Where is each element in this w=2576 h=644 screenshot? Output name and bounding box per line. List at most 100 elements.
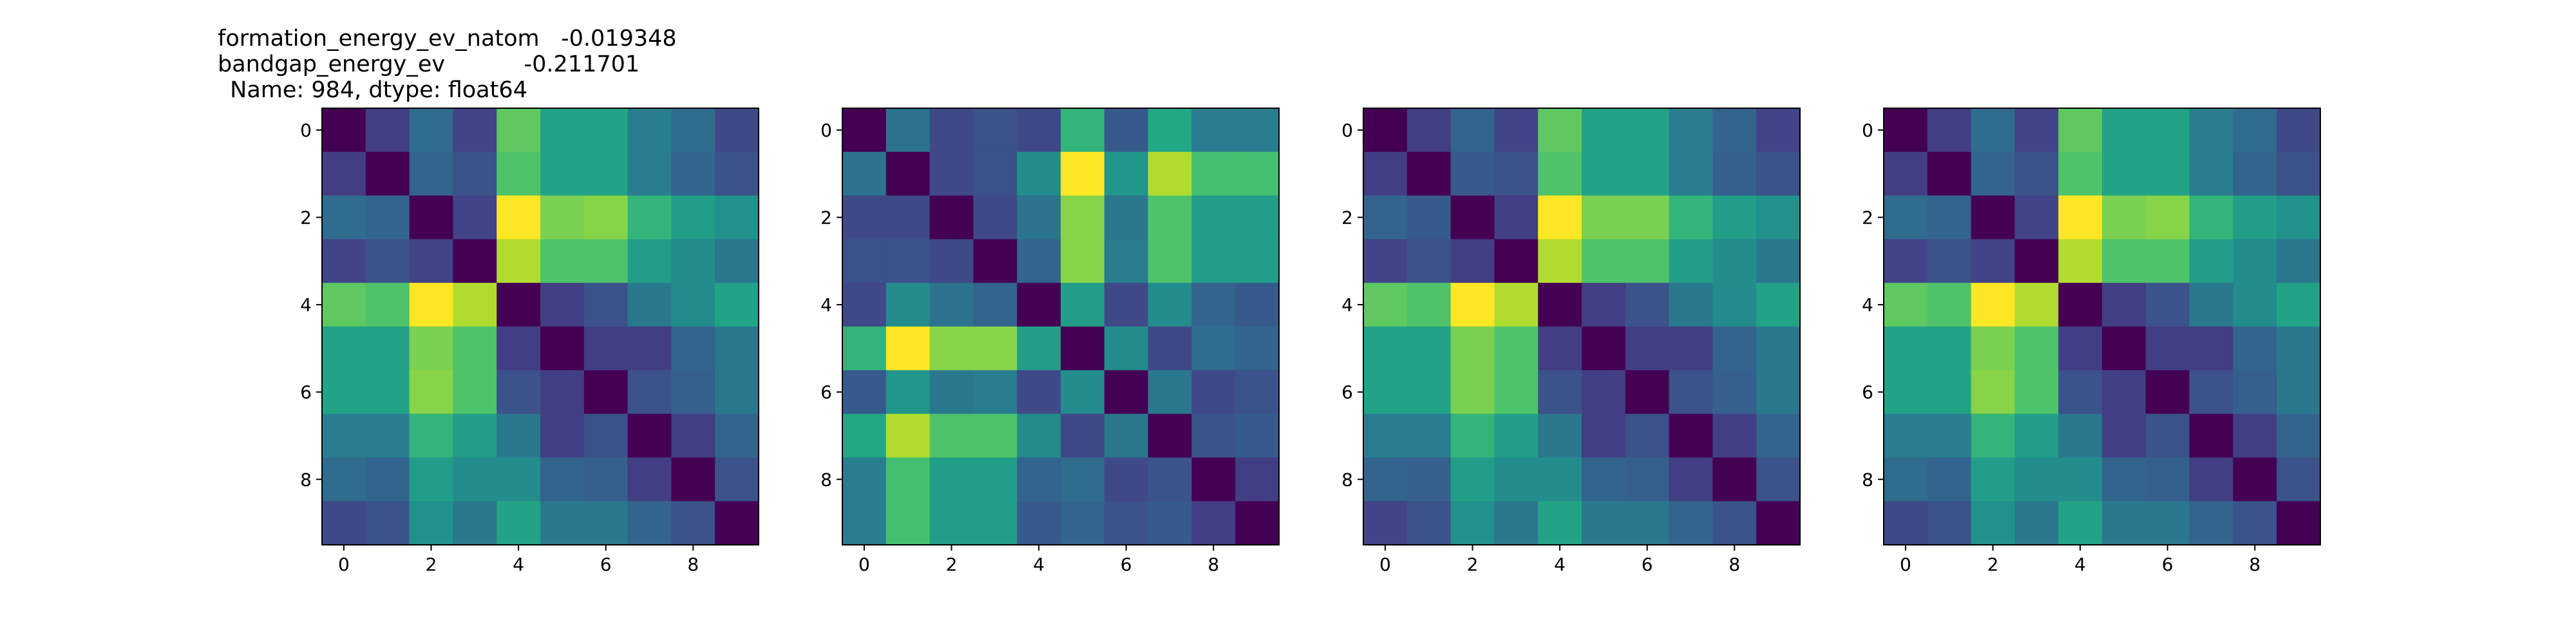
heatmap-cell bbox=[1017, 151, 1061, 196]
heatmap-cell bbox=[2014, 108, 2059, 153]
heatmap-cell bbox=[2014, 457, 2059, 502]
heatmap-cell bbox=[842, 370, 887, 415]
heatmap-cell bbox=[540, 151, 585, 196]
heatmap-cell bbox=[2145, 108, 2190, 153]
x-tick-label: 6 bbox=[1121, 554, 1132, 575]
heatmap-cell bbox=[1148, 239, 1192, 283]
heatmap-panel-4: 0 2 4 6 8 0 2 4 6 8 bbox=[1862, 108, 2321, 575]
heatmap-cell bbox=[540, 239, 585, 283]
heatmap-cell bbox=[1061, 501, 1105, 545]
heatmap-cell bbox=[1104, 239, 1149, 283]
heatmap-cell bbox=[1494, 413, 1539, 458]
heatmap-cell bbox=[1450, 370, 1495, 415]
heatmap-panel-2: 0 2 4 6 8 0 2 4 6 8 bbox=[820, 108, 1280, 575]
heatmap-cell bbox=[1538, 370, 1582, 415]
heatmap-cell bbox=[409, 501, 453, 545]
heatmap-cell bbox=[715, 370, 759, 415]
axes-frame bbox=[842, 108, 1280, 545]
heatmap-cell bbox=[1148, 501, 1192, 545]
heatmap-cell bbox=[1363, 370, 1408, 415]
heatmap-cell bbox=[2058, 239, 2103, 283]
heatmap-cell bbox=[1669, 151, 1713, 196]
heatmap-cell bbox=[1363, 283, 1408, 327]
heatmap-cell bbox=[322, 501, 366, 545]
heatmap-cell bbox=[715, 501, 759, 545]
heatmap-cell bbox=[1363, 457, 1408, 502]
heatmap-cell bbox=[1625, 108, 1670, 153]
heatmap-cell bbox=[1235, 239, 1280, 283]
heatmap-cell bbox=[1971, 195, 2015, 240]
heatmap-cell bbox=[886, 239, 931, 283]
heatmap-cell bbox=[1971, 327, 2015, 371]
heatmap-cell bbox=[1363, 151, 1408, 196]
heatmap-cell bbox=[453, 327, 497, 371]
heatmap-cell bbox=[1538, 457, 1582, 502]
heatmap-cell bbox=[1406, 501, 1452, 545]
heatmap-cell bbox=[365, 370, 410, 415]
heatmap-cell bbox=[2145, 457, 2190, 502]
heatmap-cell bbox=[2145, 327, 2190, 371]
heatmap-cell bbox=[842, 151, 887, 196]
heatmap-cell bbox=[1191, 413, 1236, 458]
heatmap-cell bbox=[2058, 195, 2103, 240]
y-tick-label: 0 bbox=[300, 120, 312, 141]
heatmap-cell bbox=[2277, 151, 2321, 196]
heatmap-cell bbox=[1756, 501, 1801, 545]
heatmap-cell bbox=[1582, 283, 1626, 327]
heatmap-cell bbox=[1756, 151, 1801, 196]
heatmap-cell bbox=[842, 108, 887, 153]
heatmap-cell bbox=[1191, 370, 1236, 415]
heatmap-cell bbox=[2233, 151, 2277, 196]
heatmap-cell bbox=[1538, 195, 1582, 240]
heatmap-cell bbox=[1235, 195, 1280, 240]
heatmap-cell bbox=[322, 195, 366, 240]
x-tick-label: 6 bbox=[2162, 554, 2174, 575]
heatmap-cell bbox=[1538, 239, 1582, 283]
heatmap-cell bbox=[842, 283, 887, 327]
heatmap-cell bbox=[1625, 327, 1670, 371]
heatmap-cell bbox=[1884, 108, 1928, 153]
y-tick-label: 6 bbox=[300, 382, 312, 403]
heatmap-cell bbox=[886, 327, 931, 371]
y-tick-label: 6 bbox=[1862, 382, 1873, 403]
heatmap-cell bbox=[1494, 283, 1539, 327]
heatmap-cell bbox=[973, 413, 1018, 458]
heatmap-cell bbox=[1927, 327, 1972, 371]
heatmap-cell bbox=[1148, 413, 1192, 458]
heatmap-cell bbox=[2102, 370, 2146, 415]
heatmap-cell bbox=[1017, 108, 1061, 153]
heatmap-cell bbox=[1450, 457, 1495, 502]
heatmap-cell bbox=[1363, 327, 1408, 371]
heatmap-cell bbox=[627, 457, 672, 502]
heatmap-cell bbox=[1148, 457, 1192, 502]
heatmap-cell bbox=[453, 239, 497, 283]
heatmap-cell bbox=[365, 327, 410, 371]
heatmap-cell bbox=[715, 327, 759, 371]
heatmap-cell bbox=[497, 151, 541, 196]
heatmap-cell bbox=[2189, 370, 2233, 415]
heatmap-cell bbox=[973, 501, 1018, 545]
heatmap-cell bbox=[1061, 151, 1105, 196]
heatmap-cell bbox=[540, 501, 585, 545]
heatmap-cell bbox=[1712, 195, 1757, 240]
heatmap-cell bbox=[842, 413, 887, 458]
y-tick-label: 2 bbox=[1341, 207, 1353, 229]
heatmap-cell bbox=[583, 370, 629, 415]
heatmap-cell bbox=[497, 457, 541, 502]
heatmap-cell bbox=[2145, 501, 2190, 545]
heatmap-cell bbox=[497, 370, 541, 415]
heatmap-cell bbox=[1450, 413, 1495, 458]
heatmap-cell bbox=[453, 108, 497, 153]
heatmap-cell bbox=[1884, 151, 1928, 196]
heatmap-cell bbox=[1061, 370, 1105, 415]
heatmap-cell bbox=[1884, 327, 1928, 371]
heatmap-cell bbox=[2189, 457, 2233, 502]
heatmap-cell bbox=[1712, 239, 1757, 283]
heatmap-cell bbox=[1191, 501, 1236, 545]
heatmap-cell bbox=[409, 457, 453, 502]
heatmap-cell bbox=[627, 151, 672, 196]
heatmap-cell bbox=[1450, 501, 1495, 545]
heatmap-cell bbox=[1971, 283, 2015, 327]
heatmap-cell bbox=[1927, 413, 1972, 458]
